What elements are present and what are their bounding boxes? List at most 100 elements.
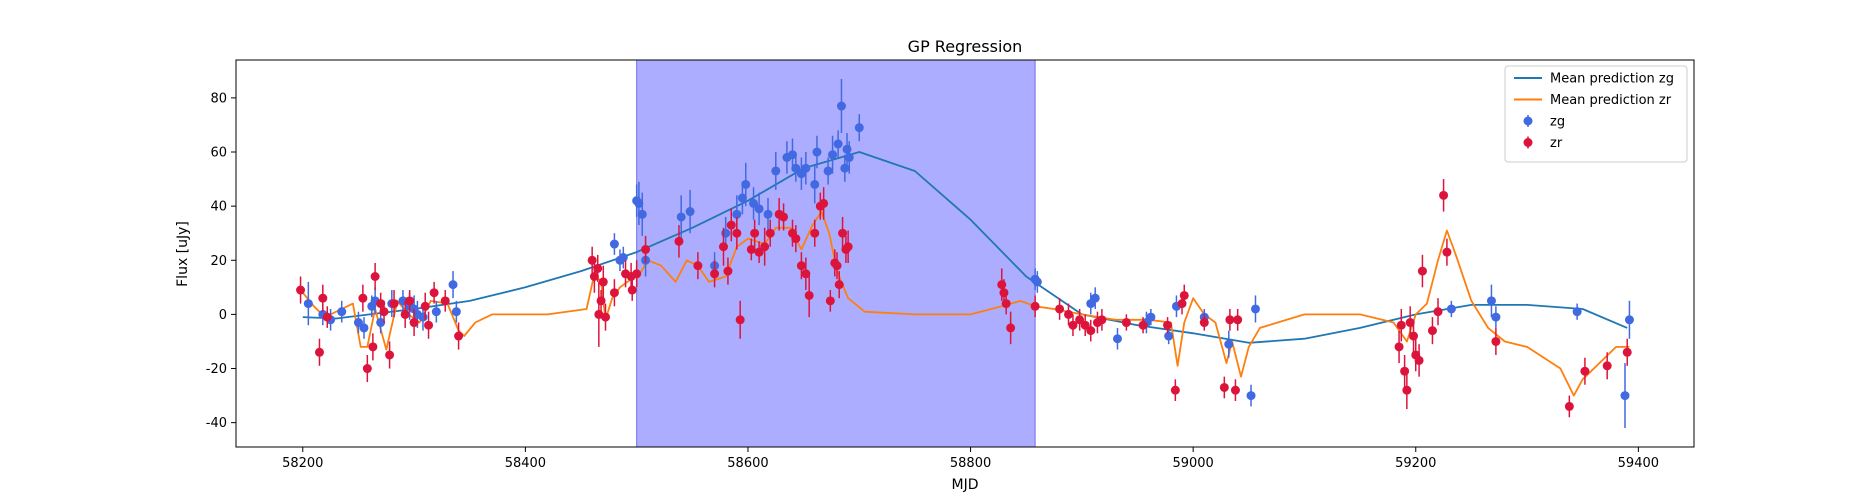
point-zr [400,309,410,319]
point-zr [322,312,332,322]
y-tick-label: -20 [206,362,227,377]
point-zr [440,296,450,306]
point-zr [314,347,324,357]
point-zg [763,209,773,219]
point-zg [676,212,686,222]
point-zr [1233,315,1243,325]
x-axis: 58200 58400 58600 58800 59000 59200 59400 [282,447,1659,471]
point-zg [1112,334,1122,344]
chart-title: GP Regression [908,37,1023,56]
point-zr [1396,320,1406,330]
point-zg [842,144,852,154]
point-zg [353,318,363,328]
point-zg [737,193,747,203]
point-zr [1405,318,1415,328]
point-zg [1032,277,1042,287]
x-tick-label: 59200 [1395,456,1436,471]
point-zr [1163,320,1173,330]
point-zr [750,228,760,238]
point-zr [1055,304,1065,314]
point-zr [385,350,395,360]
point-zr [1179,290,1189,300]
point-zr [1442,247,1452,257]
x-tick-label: 59400 [1618,456,1659,471]
plot-area [235,59,1695,448]
point-zr [389,299,399,309]
point-zr [1080,320,1090,330]
point-zg [833,139,843,149]
point-zr [593,263,603,273]
legend-marker-zg [1523,116,1533,126]
point-zr [735,315,745,325]
point-zr [368,342,378,352]
point-zr [810,228,820,238]
point-zr [1199,318,1209,328]
point-zg [376,318,386,328]
point-zr [1177,299,1187,309]
point-zr [641,244,651,254]
point-zr [1602,361,1612,371]
legend-label-zr: zr [1550,136,1563,151]
point-zg [823,166,833,176]
point-zg [685,207,695,217]
y-axis-label: Flux [uJy] [175,221,191,287]
legend-marker-zr [1523,138,1533,147]
y-tick-label: 60 [210,146,227,161]
point-zr [801,269,811,279]
point-zg [810,179,820,189]
point-zg [634,198,644,208]
point-zr [710,269,720,279]
point-zg [771,166,781,176]
point-zg [1250,304,1260,314]
point-zr [1439,190,1449,200]
point-zg [1491,312,1501,322]
data-points [296,78,1634,429]
point-zr [843,242,853,252]
point-zr [1564,401,1574,411]
legend-box [1504,65,1688,163]
point-zr [1580,366,1590,376]
point-zg [1090,293,1100,303]
point-zg [732,209,742,219]
point-zr [796,261,806,271]
point-zr [819,198,829,208]
point-zr [1225,315,1235,325]
point-zr [1414,355,1424,365]
point-zg [1224,339,1234,349]
point-zr [997,280,1007,290]
point-zg [791,163,801,173]
point-zr [632,269,642,279]
highlight-span [636,59,1036,448]
point-zr [405,296,415,306]
point-zr [1219,382,1229,392]
point-zr [1064,309,1074,319]
point-zr [1409,331,1419,341]
point-zg [1620,391,1630,401]
point-zg [431,307,441,317]
point-zr [1427,326,1437,336]
point-zr [804,290,814,300]
point-zg [303,299,313,309]
legend-label-mean-prediction-zr: Mean prediction zr [1550,93,1672,108]
point-zr [1030,301,1040,311]
point-zr [1170,385,1180,395]
point-zg [840,163,850,173]
point-zr [726,220,736,230]
point-zr [1086,326,1096,336]
point-zr [1622,347,1632,357]
point-zr [358,293,368,303]
point-zr [718,242,728,252]
point-zr [746,244,756,254]
point-zg [1572,307,1582,317]
point-zr [999,288,1009,298]
point-zr [598,277,608,287]
point-zr [832,261,842,271]
point-zg [828,150,838,160]
point-zg [451,307,461,317]
point-zr [362,364,372,374]
x-tick-label: 58600 [727,456,768,471]
x-tick-label: 59000 [1172,456,1213,471]
point-zg [844,152,854,162]
point-zr [589,272,599,282]
